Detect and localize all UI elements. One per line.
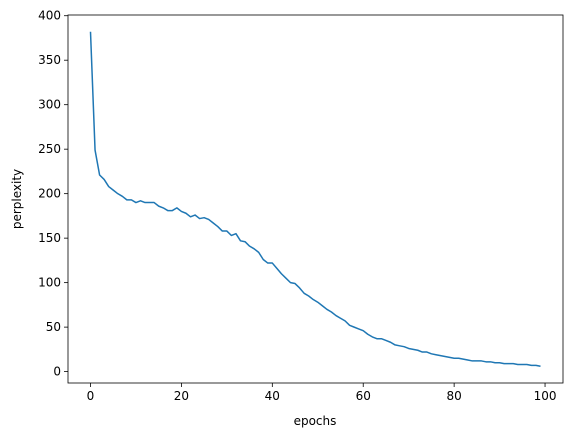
x-tick-label: 0 bbox=[87, 389, 95, 403]
x-tick-label: 20 bbox=[174, 389, 189, 403]
x-axis-label: epochs bbox=[294, 414, 337, 428]
x-tick-label: 60 bbox=[356, 389, 371, 403]
y-tick-label: 100 bbox=[38, 276, 61, 290]
y-tick-label: 350 bbox=[38, 53, 61, 67]
y-tick-label: 150 bbox=[38, 231, 61, 245]
y-tick-label: 200 bbox=[38, 187, 61, 201]
x-tick-label: 40 bbox=[265, 389, 280, 403]
y-tick-label: 400 bbox=[38, 9, 61, 23]
y-tick-label: 0 bbox=[53, 365, 61, 379]
x-tick-label: 100 bbox=[534, 389, 557, 403]
y-tick-label: 50 bbox=[46, 320, 61, 334]
axes-frame bbox=[67, 14, 564, 384]
y-axis-label: perplexity bbox=[10, 169, 24, 229]
data-line bbox=[89, 31, 541, 368]
y-tick-label: 300 bbox=[38, 98, 61, 112]
y-tick-label: 250 bbox=[38, 142, 61, 156]
x-tick-label: 80 bbox=[446, 389, 461, 403]
